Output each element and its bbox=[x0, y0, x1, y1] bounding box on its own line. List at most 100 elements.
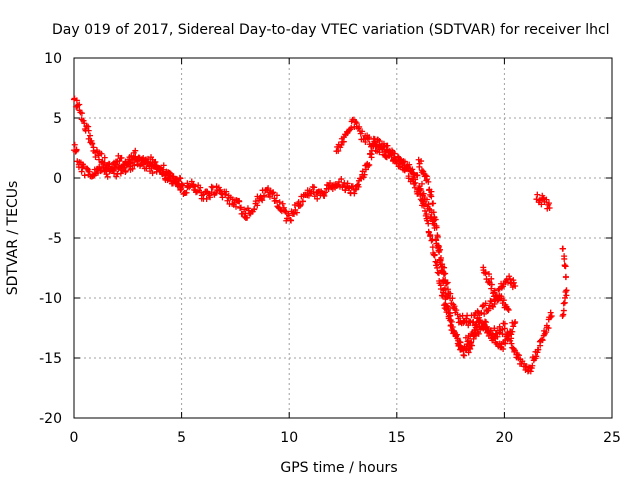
data-point bbox=[132, 147, 139, 154]
data-point bbox=[378, 143, 385, 150]
data-point bbox=[435, 243, 442, 250]
data-point bbox=[177, 175, 184, 182]
data-point bbox=[76, 101, 83, 108]
x-axis-label: GPS time / hours bbox=[280, 460, 397, 476]
data-point bbox=[129, 159, 136, 166]
data-point bbox=[505, 307, 512, 313]
data-point bbox=[561, 299, 568, 306]
data-point bbox=[293, 209, 300, 216]
data-point bbox=[425, 220, 432, 227]
data-point bbox=[178, 181, 185, 187]
data-point bbox=[515, 352, 522, 359]
data-point bbox=[420, 190, 427, 197]
data-point bbox=[425, 178, 432, 185]
data-point bbox=[126, 163, 133, 170]
data-point bbox=[366, 161, 373, 168]
data-point bbox=[560, 300, 567, 307]
data-point bbox=[444, 279, 451, 286]
data-point bbox=[543, 329, 550, 336]
data-point bbox=[512, 319, 519, 325]
data-point bbox=[418, 180, 425, 187]
data-point bbox=[488, 275, 495, 282]
data-point bbox=[365, 162, 372, 169]
data-point bbox=[432, 216, 439, 223]
grid bbox=[74, 58, 612, 418]
series-track-f bbox=[533, 191, 553, 212]
data-point bbox=[401, 158, 408, 165]
data-point bbox=[491, 325, 498, 332]
data-point bbox=[197, 184, 204, 191]
series-track-g bbox=[559, 245, 570, 319]
data-point bbox=[266, 193, 273, 200]
data-point bbox=[543, 196, 550, 203]
data-point bbox=[314, 195, 321, 202]
data-point bbox=[562, 263, 569, 270]
data-point bbox=[414, 172, 421, 179]
data-point bbox=[132, 153, 139, 160]
data-point bbox=[137, 163, 144, 170]
data-point bbox=[351, 190, 358, 197]
data-point bbox=[436, 246, 443, 253]
x-tick-label: 25 bbox=[603, 430, 621, 446]
data-point bbox=[500, 297, 507, 304]
data-point bbox=[85, 127, 92, 134]
data-point bbox=[251, 205, 258, 212]
data-point bbox=[447, 317, 454, 324]
data-point bbox=[433, 224, 440, 231]
data-point bbox=[535, 346, 542, 353]
data-point bbox=[442, 270, 449, 277]
data-point bbox=[452, 330, 459, 337]
data-point bbox=[178, 186, 185, 193]
data-point bbox=[491, 287, 498, 294]
data-point bbox=[296, 203, 303, 210]
data-point bbox=[559, 313, 566, 319]
data-point bbox=[439, 263, 446, 270]
data-point bbox=[116, 157, 123, 164]
data-point bbox=[265, 185, 272, 192]
data-point bbox=[389, 148, 396, 155]
data-point bbox=[443, 294, 450, 301]
data-point bbox=[237, 204, 244, 211]
data-point bbox=[84, 165, 91, 172]
data-point bbox=[299, 198, 306, 205]
data-point bbox=[482, 270, 489, 277]
data-point bbox=[494, 297, 501, 304]
series-track-b bbox=[70, 95, 185, 190]
data-point bbox=[405, 175, 412, 182]
data-point bbox=[109, 161, 116, 168]
data-point bbox=[160, 167, 167, 174]
data-point bbox=[545, 325, 552, 332]
data-point bbox=[98, 150, 105, 157]
data-point bbox=[163, 168, 170, 175]
data-point bbox=[322, 189, 329, 196]
data-point bbox=[356, 123, 363, 130]
data-point bbox=[434, 259, 441, 266]
data-point bbox=[481, 310, 488, 317]
data-point bbox=[422, 207, 429, 214]
data-point bbox=[122, 167, 129, 174]
data-point bbox=[241, 206, 248, 213]
data-point bbox=[562, 273, 569, 280]
data-point bbox=[348, 124, 355, 131]
data-point bbox=[426, 205, 433, 212]
y-axis-label: SDTVAR / TECUs bbox=[5, 181, 21, 296]
data-point bbox=[101, 154, 108, 161]
data-point bbox=[453, 307, 460, 314]
y-tick-label: -10 bbox=[39, 291, 62, 307]
data-point bbox=[485, 271, 492, 278]
data-point bbox=[431, 251, 438, 258]
x-tick-label: 20 bbox=[495, 430, 513, 446]
data-point bbox=[368, 143, 375, 150]
data-point bbox=[366, 134, 373, 141]
data-point bbox=[459, 345, 466, 352]
data-point bbox=[352, 118, 359, 125]
data-point bbox=[340, 138, 347, 145]
data-point bbox=[470, 318, 477, 325]
data-point bbox=[151, 163, 158, 170]
data-point bbox=[500, 346, 507, 353]
data-point bbox=[89, 140, 96, 147]
data-point bbox=[203, 195, 210, 202]
data-point bbox=[291, 210, 298, 217]
data-point bbox=[547, 309, 554, 316]
data-point bbox=[440, 278, 447, 285]
